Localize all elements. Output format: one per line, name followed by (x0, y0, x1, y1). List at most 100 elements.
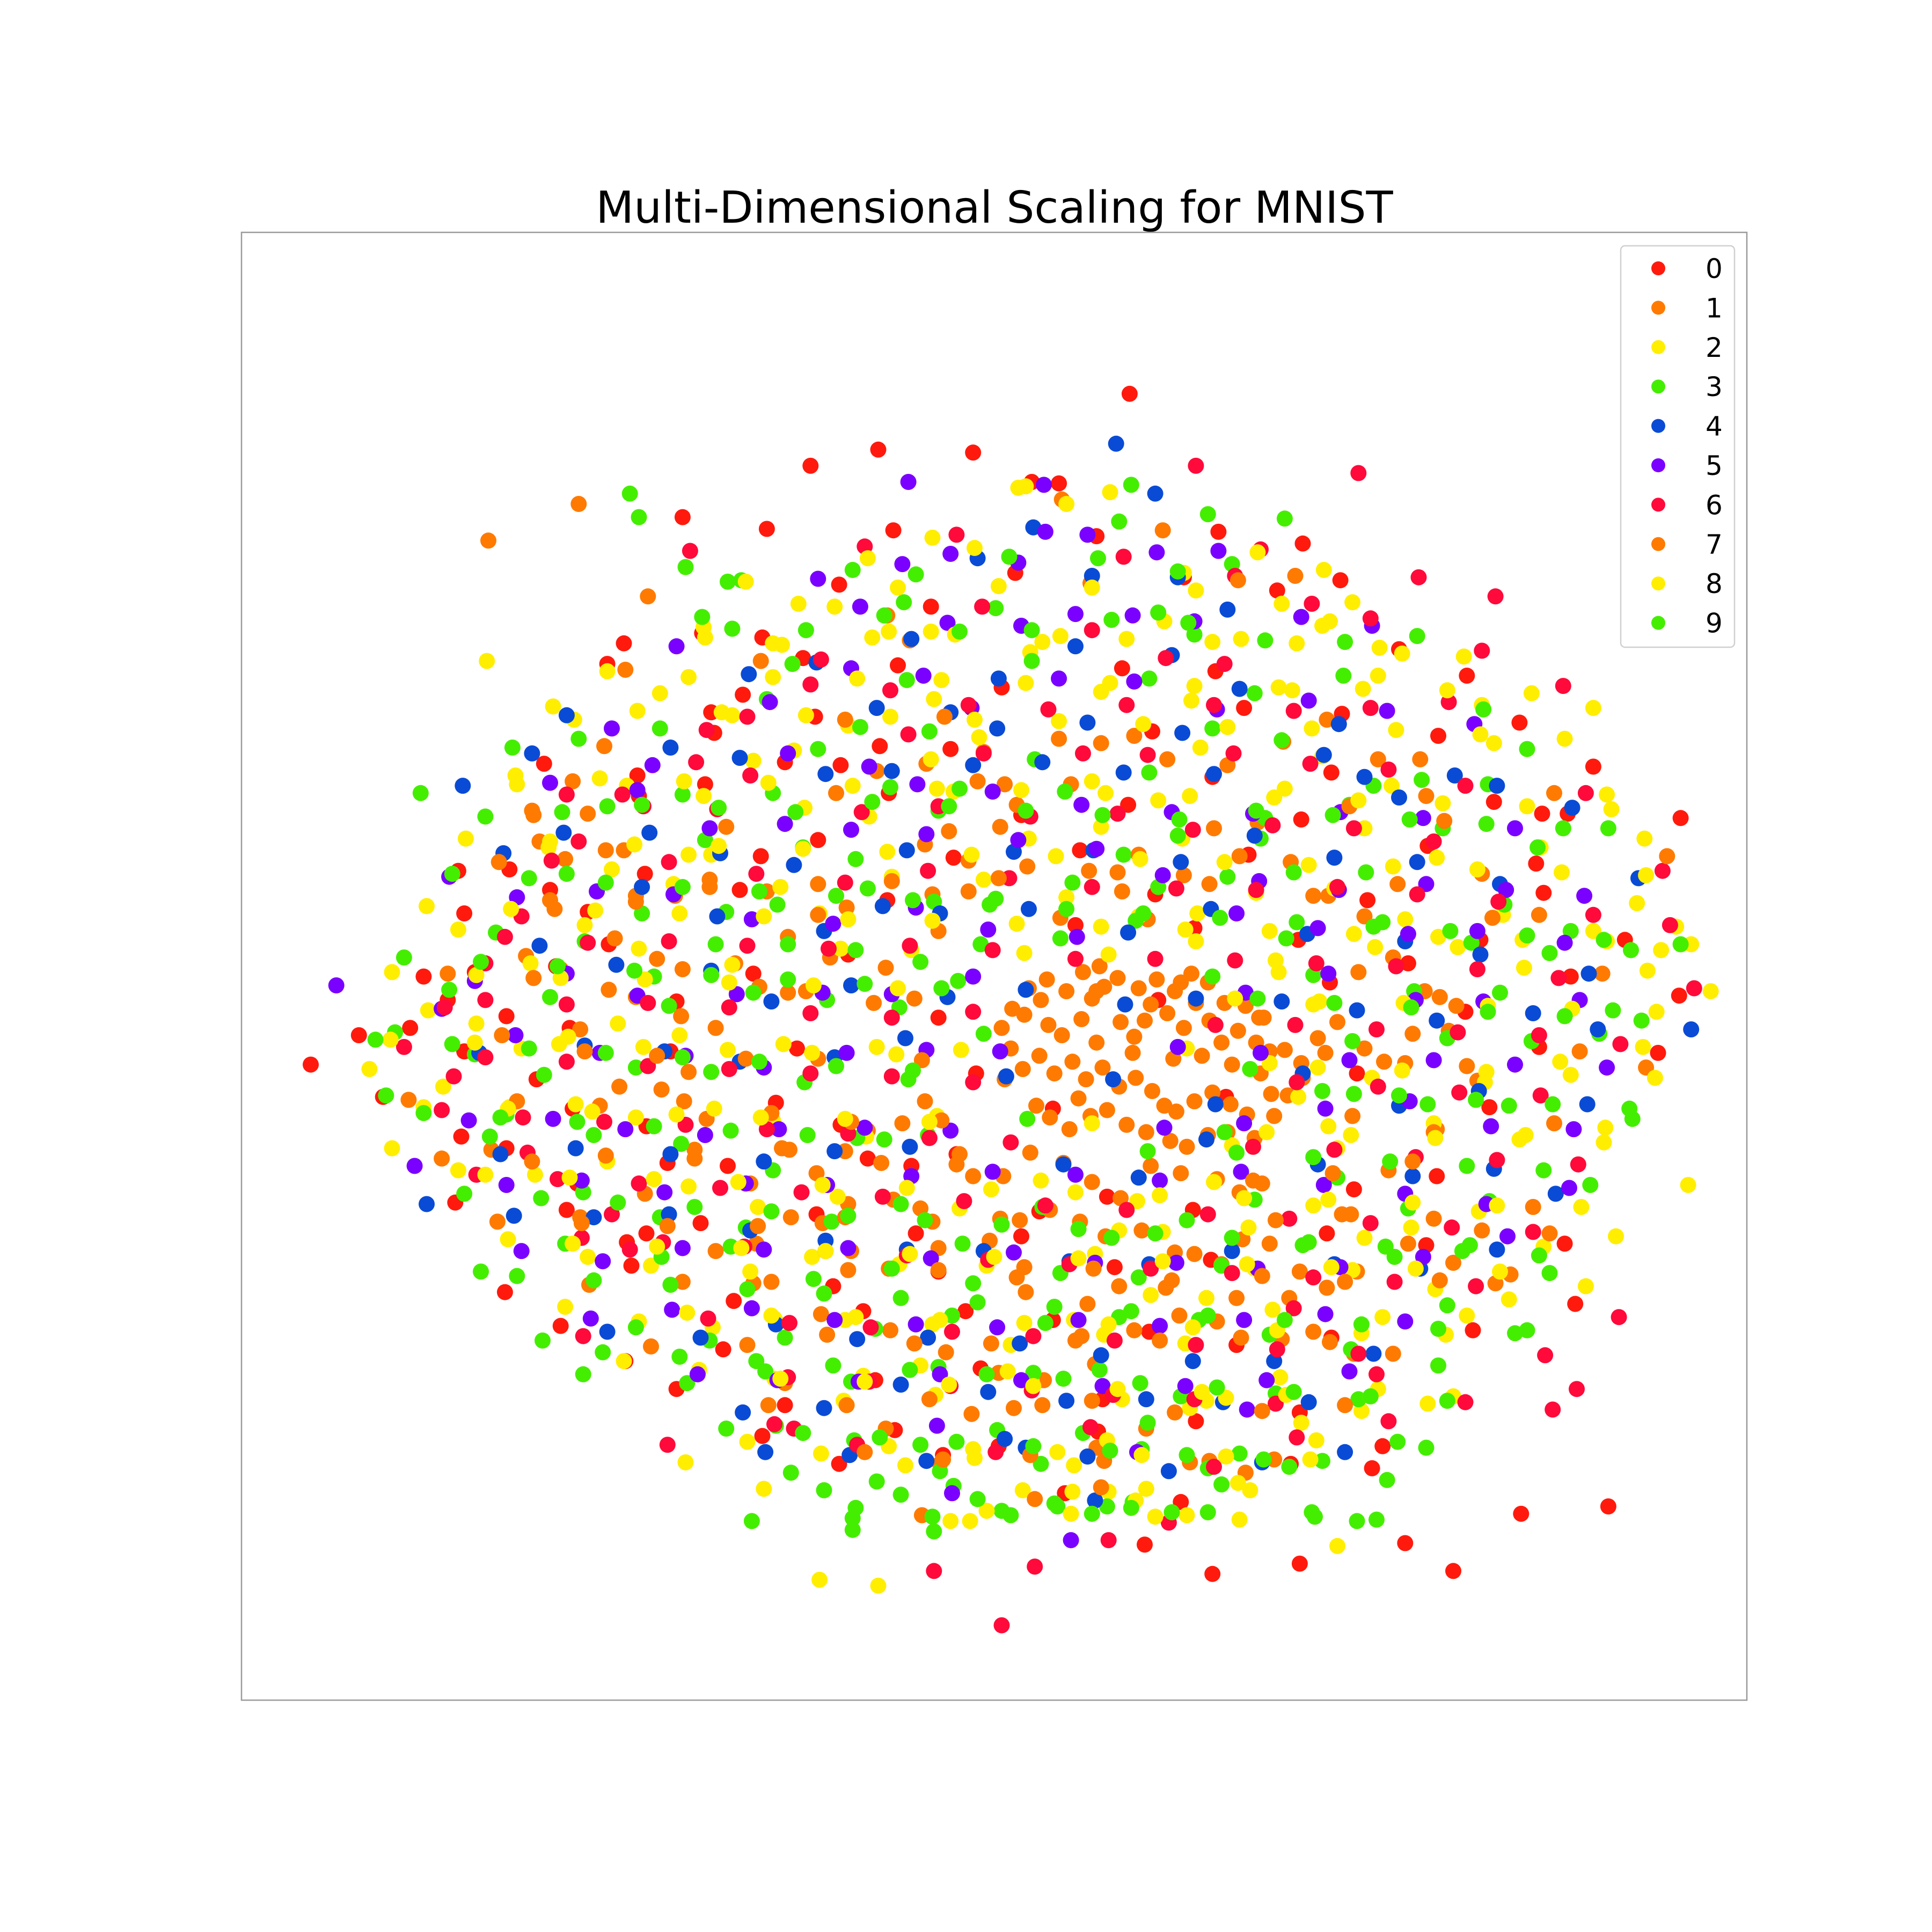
point-digit-6 (1380, 762, 1397, 778)
point-digit-4 (763, 993, 780, 1010)
point-digit-9 (1324, 807, 1341, 823)
point-digit-1 (1162, 1133, 1179, 1149)
point-digit-6 (1654, 862, 1671, 879)
point-digit-8 (721, 974, 737, 991)
point-digit-6 (1308, 955, 1324, 971)
point-digit-8 (457, 830, 474, 847)
point-digit-6 (1225, 745, 1242, 762)
point-digit-9 (828, 888, 844, 904)
point-digit-2 (750, 1199, 766, 1215)
point-digit-0 (1359, 892, 1376, 909)
point-digit-0 (1671, 987, 1687, 1004)
point-digit-5 (460, 1112, 477, 1129)
point-digit-1 (1370, 751, 1386, 767)
point-digit-8 (928, 780, 945, 797)
point-digit-8 (965, 1441, 982, 1458)
point-digit-5 (825, 916, 841, 932)
point-digit-6 (1362, 700, 1379, 716)
point-digit-5 (1425, 1052, 1442, 1069)
point-digit-8 (924, 912, 941, 929)
point-digit-7 (1334, 1206, 1350, 1223)
point-digit-8 (811, 1571, 828, 1588)
point-digit-3 (954, 1235, 971, 1252)
point-digit-3 (1019, 1110, 1036, 1127)
point-digit-9 (1531, 1247, 1547, 1264)
point-digit-5 (1037, 523, 1053, 540)
point-digit-3 (631, 509, 647, 525)
point-digit-2 (923, 623, 939, 640)
point-digit-6 (1188, 457, 1204, 474)
point-digit-5 (1094, 1378, 1111, 1394)
point-digit-8 (649, 1238, 665, 1255)
point-digit-7 (763, 1274, 780, 1290)
point-digit-1 (1228, 1290, 1245, 1306)
point-digit-2 (1264, 1301, 1281, 1318)
point-digit-2 (775, 1036, 792, 1052)
point-digit-2 (1188, 933, 1204, 949)
point-digit-0 (415, 968, 432, 985)
point-digit-3 (965, 1275, 982, 1292)
point-digit-3 (1335, 668, 1352, 684)
point-digit-3 (542, 989, 558, 1005)
point-digit-6 (477, 992, 494, 1008)
point-digit-3 (1605, 1002, 1621, 1019)
point-digit-0 (789, 1040, 805, 1057)
point-digit-9 (905, 892, 921, 909)
point-digit-3 (707, 936, 724, 953)
point-digit-3 (1314, 1453, 1330, 1469)
point-digit-5 (1498, 882, 1514, 898)
point-digit-6 (1570, 1156, 1586, 1173)
point-digit-0 (810, 832, 826, 848)
point-digit-7 (686, 1150, 703, 1167)
point-digit-7 (542, 892, 558, 909)
point-digit-8 (844, 778, 861, 794)
point-digit-8 (857, 1373, 873, 1390)
point-digit-3 (1219, 868, 1236, 885)
point-digit-9 (1555, 820, 1571, 837)
point-digit-9 (521, 870, 537, 887)
point-digit-7 (1093, 1479, 1109, 1496)
point-digit-8 (626, 836, 643, 853)
point-digit-0 (456, 905, 473, 921)
point-digit-3 (769, 896, 786, 913)
point-digit-2 (1084, 773, 1100, 789)
point-digit-7 (1088, 983, 1105, 999)
point-digit-6 (1469, 961, 1485, 977)
point-digit-7 (1173, 974, 1189, 991)
point-digit-8 (1274, 596, 1290, 612)
point-digit-0 (1534, 806, 1550, 822)
point-digit-4 (1018, 982, 1034, 998)
point-digit-3 (481, 1128, 498, 1145)
point-digit-8 (468, 967, 485, 983)
point-digit-3 (1344, 1033, 1361, 1049)
point-digit-4 (506, 1208, 522, 1224)
point-digit-8 (1109, 1381, 1126, 1397)
point-digit-9 (1430, 1321, 1446, 1337)
point-digit-2 (1599, 786, 1615, 803)
point-digit-0 (1204, 1565, 1221, 1582)
point-digit-9 (586, 1272, 602, 1289)
point-digit-1 (1126, 1322, 1143, 1338)
point-digit-2 (1419, 1395, 1436, 1412)
point-digit-0 (885, 522, 902, 539)
point-digit-8 (772, 1371, 789, 1387)
point-digit-9 (1001, 548, 1018, 565)
point-digit-8 (1204, 634, 1221, 650)
point-digit-1 (1028, 1097, 1044, 1114)
point-digit-1 (1128, 1070, 1144, 1086)
point-digit-1 (1081, 862, 1097, 879)
point-digit-1 (1206, 820, 1222, 837)
point-digit-0 (623, 1257, 640, 1274)
point-digit-7 (617, 662, 634, 678)
point-digit-8 (921, 1114, 938, 1130)
point-digit-8 (1218, 1389, 1234, 1406)
point-digit-9 (597, 1044, 614, 1061)
point-digit-2 (962, 1513, 978, 1529)
point-digit-4 (709, 908, 726, 925)
point-digit-3 (1541, 1265, 1558, 1282)
point-digit-4 (1067, 638, 1084, 655)
legend-label-3: 3 (1706, 371, 1723, 402)
point-digit-4 (586, 1209, 602, 1226)
point-digit-6 (1268, 1395, 1284, 1412)
legend-marker-6 (1651, 497, 1665, 512)
